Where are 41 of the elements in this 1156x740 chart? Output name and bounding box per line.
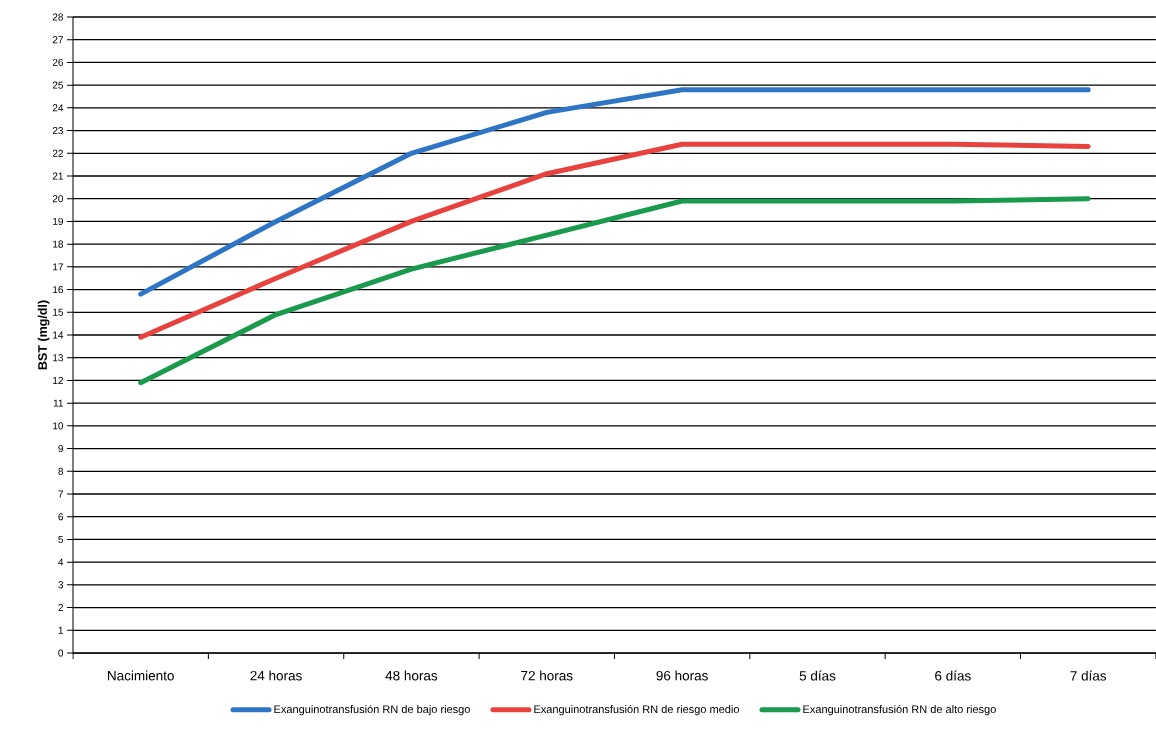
y-tick-label: 15 bbox=[53, 308, 64, 316]
y-tick-label: 22 bbox=[52, 149, 63, 157]
y-tick-label: 3 bbox=[58, 581, 64, 589]
y-tick-label: 10 bbox=[53, 422, 64, 430]
y-tick-label: 0 bbox=[58, 649, 64, 657]
x-tick-label: 96 horas bbox=[656, 670, 708, 681]
x-tick-label: 72 horas bbox=[521, 670, 573, 681]
y-tick-label: 8 bbox=[58, 467, 64, 475]
x-tick-label: 24 horas bbox=[250, 670, 302, 681]
y-axis-title: BST (mg/dl) bbox=[37, 300, 50, 370]
x-tick-label: 6 días bbox=[935, 670, 971, 681]
x-tick-label: Nacimiento bbox=[108, 670, 174, 681]
y-tick-label: 19 bbox=[53, 217, 63, 225]
y-tick-label: 11 bbox=[53, 399, 63, 407]
legend-label: Exanguinotransfusión RN de riesgo medio bbox=[534, 704, 739, 716]
y-tick-label: 13 bbox=[53, 354, 64, 362]
y-tick-label: 17 bbox=[53, 263, 63, 271]
y-tick-label: 2 bbox=[58, 604, 63, 612]
y-tick-label: 12 bbox=[53, 376, 63, 384]
y-tick-label: 24 bbox=[52, 104, 64, 112]
y-tick-label: 4 bbox=[58, 558, 64, 566]
y-tick-label: 18 bbox=[53, 240, 64, 248]
y-tick-label: 9 bbox=[58, 445, 64, 453]
y-tick-label: 26 bbox=[52, 58, 64, 66]
y-tick-label: 23 bbox=[52, 127, 64, 135]
x-tick-label: 7 días bbox=[1070, 670, 1107, 681]
y-tick-label: 14 bbox=[53, 331, 64, 339]
y-tick-label: 27 bbox=[52, 36, 63, 44]
y-tick-label: 16 bbox=[53, 286, 64, 294]
y-tick-label: 7 bbox=[58, 490, 63, 498]
legend-label: Exanguinotransfusión RN de bajo riesgo bbox=[274, 704, 470, 716]
y-tick-label: 28 bbox=[52, 13, 64, 21]
legend-label: Exanguinotransfusión RN de alto riesgo bbox=[803, 704, 996, 716]
x-tick-label: 48 horas bbox=[385, 670, 438, 681]
y-tick-label: 25 bbox=[52, 81, 64, 89]
y-tick-label: 20 bbox=[52, 195, 64, 203]
y-tick-label: 21 bbox=[52, 172, 63, 180]
y-tick-label: 6 bbox=[58, 513, 64, 521]
y-tick-label: 1 bbox=[58, 626, 63, 634]
y-tick-label: 5 bbox=[58, 535, 64, 543]
x-tick-label: 5 días bbox=[799, 670, 836, 681]
